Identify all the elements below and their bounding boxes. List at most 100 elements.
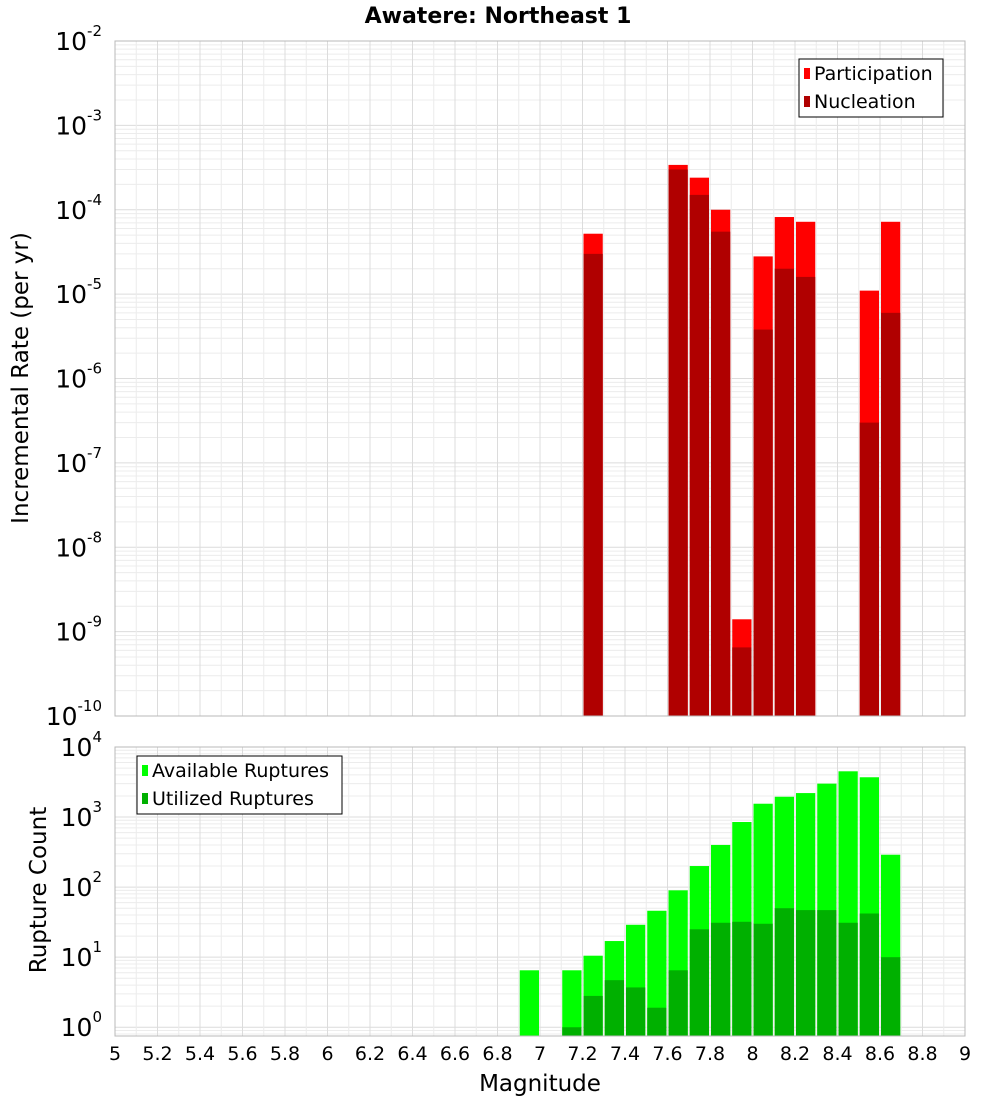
x-tick-label: 8.6 [865,1043,895,1065]
rate-bar-nucleation [881,312,901,716]
rate-bar-nucleation [796,276,816,716]
y-tick-base: 10 [55,280,87,309]
count-bar-utilized-ruptures [626,987,646,1036]
y-tick-label: 101 [61,938,102,972]
x-tick-label: 6 [321,1043,333,1065]
x-tick-label: 5.8 [270,1043,300,1065]
count-bar-utilized-ruptures [838,922,858,1036]
y-tick-label: 103 [61,798,102,832]
legend-label: Available Ruptures [152,760,329,782]
x-tick-label: 7.2 [567,1043,597,1065]
legend-box [798,58,944,118]
x-tick-label: 7.4 [610,1043,640,1065]
x-tick-label: 7 [534,1043,546,1065]
x-tick-label: 6.2 [355,1043,385,1065]
y-tick-exponent: -8 [87,528,102,546]
y-tick-base: 10 [55,111,87,140]
count-bar-utilized-ruptures [859,913,879,1036]
x-tick-label: 5.6 [227,1043,257,1065]
y-tick-exponent: -6 [87,360,102,378]
count-bar-utilized-ruptures [668,970,688,1036]
x-tick-label: 8.4 [822,1043,852,1065]
rate-bar-nucleation [774,268,794,716]
count-bar-utilized-ruptures [711,922,731,1036]
count-legend: Available Ruptures Utilized Ruptures [136,755,343,815]
y-tick-base: 10 [55,533,87,562]
y-tick-label: 10-7 [55,444,102,478]
x-tick-label: 5.2 [142,1043,172,1065]
y-tick-base: 10 [55,27,87,56]
count-bar-utilized-ruptures [753,923,773,1036]
x-tick-label: 6.6 [440,1043,470,1065]
rate-bar-nucleation [732,647,752,716]
y-tick-base: 10 [55,196,87,225]
count-bars [519,771,901,1036]
x-tick-label: 6.8 [482,1043,512,1065]
y-tick-base: 10 [46,702,78,731]
x-tick-label: 8.8 [907,1043,937,1065]
count-bar-utilized-ruptures [583,995,603,1036]
y-tick-base: 10 [61,803,93,832]
y-tick-base: 10 [61,873,93,902]
legend-swatch [142,765,148,776]
rate-plot: 10-1010-910-810-710-610-510-410-310-2Par… [46,22,966,731]
y-tick-exponent: 1 [92,938,102,956]
y-tick-exponent: -5 [87,275,102,293]
y-tick-exponent: 2 [92,868,102,886]
x-tick-label: 5.4 [185,1043,215,1065]
y-tick-exponent: -7 [87,444,102,462]
y-tick-exponent: -3 [87,106,102,124]
y-tick-label: 10-3 [55,106,102,140]
count-bar-utilized-ruptures [774,908,794,1036]
y-tick-label: 10-9 [55,613,102,647]
count-bar-utilized-ruptures [689,929,709,1036]
y-tick-base: 10 [55,618,87,647]
y-tick-base: 10 [55,365,87,394]
y-tick-base: 10 [55,449,87,478]
rate-plot-frame [114,40,966,717]
legend-label: Nucleation [814,91,916,113]
x-tick-label: 8.2 [780,1043,810,1065]
rate-bars [583,164,901,716]
y-tick-exponent: 4 [92,728,102,746]
y-tick-label: 104 [61,728,102,762]
y-tick-label: 10-4 [55,191,102,225]
y-tick-label: 10-8 [55,528,102,562]
x-tick-label: 6.4 [397,1043,427,1065]
count-x-tick-labels: 5 5.2 5.4 5.6 5.8 6 6.2 6.4 6.6 6.8 7 7.2 7.4 7.6 7.8 8… [109,1043,971,1065]
bottom-y-axis-title: Rupture Count [26,807,52,973]
legend-swatch [804,96,810,107]
rate-bar-nucleation [711,231,731,716]
count-bar-available-ruptures [562,970,582,1036]
y-tick-exponent: 3 [92,798,102,816]
count-bar-available-ruptures [519,970,539,1036]
rate-legend: Participation Nucleation [798,58,944,118]
y-tick-exponent: -2 [87,22,102,40]
legend-box [136,755,343,815]
y-tick-exponent: -10 [78,697,103,715]
rate-bar-nucleation [583,253,603,716]
legend-label: Participation [814,63,933,85]
rate-grid [114,41,966,717]
y-tick-label: 10-2 [55,22,102,56]
count-bar-utilized-ruptures [881,957,901,1036]
y-tick-exponent: -4 [87,191,102,209]
count-bar-utilized-ruptures [647,1007,667,1036]
x-tick-label: 9 [959,1043,971,1065]
y-tick-base: 10 [61,1013,93,1042]
y-tick-label: 10-10 [46,697,102,731]
count-bar-utilized-ruptures [817,910,837,1036]
y-tick-base: 10 [61,733,93,762]
x-tick-label: 8 [746,1043,758,1065]
count-bar-utilized-ruptures [562,1027,582,1036]
count-bar-utilized-ruptures [796,910,816,1036]
x-tick-label: 7.8 [695,1043,725,1065]
y-tick-base: 10 [61,943,93,972]
y-tick-exponent: 0 [92,1008,102,1026]
y-tick-label: 100 [61,1008,102,1042]
top-y-axis-title: Incremental Rate (per yr) [8,232,34,524]
x-tick-label: 5 [109,1043,121,1065]
